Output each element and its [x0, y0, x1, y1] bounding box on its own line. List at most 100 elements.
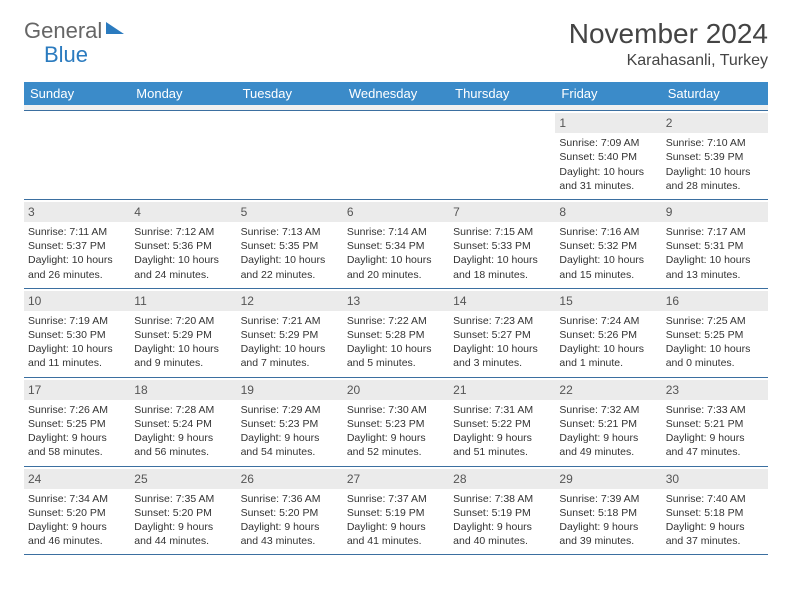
day-cell: 6Sunrise: 7:14 AMSunset: 5:34 PMDaylight… — [343, 200, 449, 288]
daylight-text: Daylight: 10 hours and 9 minutes. — [134, 342, 232, 370]
daylight-text: Daylight: 10 hours and 22 minutes. — [241, 253, 339, 281]
daylight-text: Daylight: 10 hours and 31 minutes. — [559, 165, 657, 193]
sunrise-text: Sunrise: 7:16 AM — [559, 225, 657, 239]
sunset-text: Sunset: 5:25 PM — [28, 417, 126, 431]
day-cell: 22Sunrise: 7:32 AMSunset: 5:21 PMDayligh… — [555, 378, 661, 466]
sunrise-text: Sunrise: 7:26 AM — [28, 403, 126, 417]
day-cell: 30Sunrise: 7:40 AMSunset: 5:18 PMDayligh… — [662, 467, 768, 555]
sunset-text: Sunset: 5:29 PM — [134, 328, 232, 342]
sunrise-text: Sunrise: 7:21 AM — [241, 314, 339, 328]
daylight-text: Daylight: 9 hours and 47 minutes. — [666, 431, 764, 459]
daylight-text: Daylight: 10 hours and 11 minutes. — [28, 342, 126, 370]
sunset-text: Sunset: 5:22 PM — [453, 417, 551, 431]
day-cell: 13Sunrise: 7:22 AMSunset: 5:28 PMDayligh… — [343, 289, 449, 377]
day-cell: 23Sunrise: 7:33 AMSunset: 5:21 PMDayligh… — [662, 378, 768, 466]
sunset-text: Sunset: 5:20 PM — [28, 506, 126, 520]
weekday-header: Friday — [555, 82, 661, 105]
sunrise-text: Sunrise: 7:25 AM — [666, 314, 764, 328]
day-number: 11 — [130, 291, 236, 311]
daylight-text: Daylight: 9 hours and 51 minutes. — [453, 431, 551, 459]
daylight-text: Daylight: 9 hours and 46 minutes. — [28, 520, 126, 548]
sunrise-text: Sunrise: 7:15 AM — [453, 225, 551, 239]
day-number: 24 — [24, 469, 130, 489]
sunrise-text: Sunrise: 7:34 AM — [28, 492, 126, 506]
sunrise-text: Sunrise: 7:13 AM — [241, 225, 339, 239]
sunrise-text: Sunrise: 7:33 AM — [666, 403, 764, 417]
daylight-text: Daylight: 9 hours and 40 minutes. — [453, 520, 551, 548]
daylight-text: Daylight: 9 hours and 54 minutes. — [241, 431, 339, 459]
sunset-text: Sunset: 5:18 PM — [666, 506, 764, 520]
day-number: 27 — [343, 469, 449, 489]
daylight-text: Daylight: 10 hours and 20 minutes. — [347, 253, 445, 281]
title-block: November 2024 Karahasanli, Turkey — [569, 18, 768, 70]
sunset-text: Sunset: 5:32 PM — [559, 239, 657, 253]
day-number: 19 — [237, 380, 343, 400]
logo-line2: Blue — [44, 42, 88, 68]
day-number — [237, 113, 343, 133]
day-number: 5 — [237, 202, 343, 222]
day-number: 3 — [24, 202, 130, 222]
day-cell: 29Sunrise: 7:39 AMSunset: 5:18 PMDayligh… — [555, 467, 661, 555]
daylight-text: Daylight: 9 hours and 58 minutes. — [28, 431, 126, 459]
location: Karahasanli, Turkey — [569, 52, 768, 70]
sunset-text: Sunset: 5:19 PM — [453, 506, 551, 520]
week-row: 3Sunrise: 7:11 AMSunset: 5:37 PMDaylight… — [24, 200, 768, 289]
sunrise-text: Sunrise: 7:09 AM — [559, 136, 657, 150]
day-cell: 5 Sunrise: 7:13 AMSunset: 5:35 PMDaylight… — [237, 200, 343, 288]
day-number: 9 — [662, 202, 768, 222]
sunrise-text: Sunrise: 7:28 AM — [134, 403, 232, 417]
day-number: 23 — [662, 380, 768, 400]
day-cell — [343, 111, 449, 199]
day-cell: 26Sunrise: 7:36 AMSunset: 5:20 PMDayligh… — [237, 467, 343, 555]
sunrise-text: Sunrise: 7:40 AM — [666, 492, 764, 506]
sunrise-text: Sunrise: 7:24 AM — [559, 314, 657, 328]
sunrise-text: Sunrise: 7:29 AM — [241, 403, 339, 417]
sunrise-text: Sunrise: 7:12 AM — [134, 225, 232, 239]
day-number: 6 — [343, 202, 449, 222]
sunrise-text: Sunrise: 7:20 AM — [134, 314, 232, 328]
sunset-text: Sunset: 5:25 PM — [666, 328, 764, 342]
sunset-text: Sunset: 5:29 PM — [241, 328, 339, 342]
logo-text-2: Blue — [44, 42, 88, 67]
day-cell: 8Sunrise: 7:16 AMSunset: 5:32 PMDaylight… — [555, 200, 661, 288]
week-row: 1Sunrise: 7:09 AMSunset: 5:40 PMDaylight… — [24, 111, 768, 200]
weekday-header: Thursday — [449, 82, 555, 105]
sunset-text: Sunset: 5:23 PM — [241, 417, 339, 431]
day-number: 7 — [449, 202, 555, 222]
day-number — [130, 113, 236, 133]
weekday-header: Saturday — [662, 82, 768, 105]
sunset-text: Sunset: 5:24 PM — [134, 417, 232, 431]
day-cell: 25Sunrise: 7:35 AMSunset: 5:20 PMDayligh… — [130, 467, 236, 555]
day-cell: 20Sunrise: 7:30 AMSunset: 5:23 PMDayligh… — [343, 378, 449, 466]
daylight-text: Daylight: 10 hours and 5 minutes. — [347, 342, 445, 370]
sunset-text: Sunset: 5:23 PM — [347, 417, 445, 431]
day-cell: 14Sunrise: 7:23 AMSunset: 5:27 PMDayligh… — [449, 289, 555, 377]
daylight-text: Daylight: 10 hours and 15 minutes. — [559, 253, 657, 281]
sunrise-text: Sunrise: 7:14 AM — [347, 225, 445, 239]
weeks-container: 1Sunrise: 7:09 AMSunset: 5:40 PMDaylight… — [24, 111, 768, 555]
day-cell: 16Sunrise: 7:25 AMSunset: 5:25 PMDayligh… — [662, 289, 768, 377]
day-cell: 1Sunrise: 7:09 AMSunset: 5:40 PMDaylight… — [555, 111, 661, 199]
day-number: 29 — [555, 469, 661, 489]
sunrise-text: Sunrise: 7:32 AM — [559, 403, 657, 417]
day-number: 30 — [662, 469, 768, 489]
day-cell — [237, 111, 343, 199]
day-number: 28 — [449, 469, 555, 489]
sunset-text: Sunset: 5:35 PM — [241, 239, 339, 253]
weekday-header: Wednesday — [343, 82, 449, 105]
day-cell: 7Sunrise: 7:15 AMSunset: 5:33 PMDaylight… — [449, 200, 555, 288]
sunrise-text: Sunrise: 7:19 AM — [28, 314, 126, 328]
sunrise-text: Sunrise: 7:36 AM — [241, 492, 339, 506]
day-number: 26 — [237, 469, 343, 489]
week-row: 17Sunrise: 7:26 AMSunset: 5:25 PMDayligh… — [24, 378, 768, 467]
sunset-text: Sunset: 5:27 PM — [453, 328, 551, 342]
daylight-text: Daylight: 10 hours and 26 minutes. — [28, 253, 126, 281]
logo: General — [24, 18, 126, 44]
day-number: 12 — [237, 291, 343, 311]
logo-sail-icon — [106, 22, 124, 34]
sunset-text: Sunset: 5:20 PM — [241, 506, 339, 520]
sunrise-text: Sunrise: 7:10 AM — [666, 136, 764, 150]
sunset-text: Sunset: 5:37 PM — [28, 239, 126, 253]
day-number: 1 — [555, 113, 661, 133]
sunset-text: Sunset: 5:18 PM — [559, 506, 657, 520]
